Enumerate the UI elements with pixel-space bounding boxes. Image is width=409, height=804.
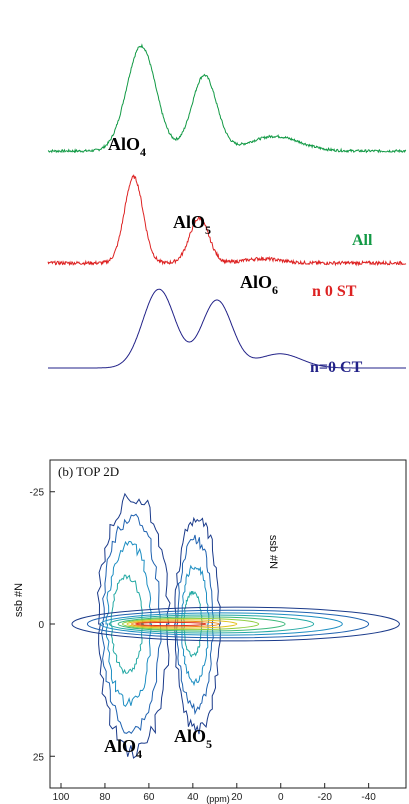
x-tick-label: -20 — [317, 792, 332, 803]
x-tick-label: -40 — [361, 792, 376, 803]
contour-ring-7 — [130, 620, 220, 628]
alo4-label-bottom: AlO4 — [104, 736, 142, 761]
contour-lobe-1 — [101, 513, 162, 735]
y-tick-label: 25 — [33, 752, 45, 763]
x-tick-label: 80 — [99, 792, 111, 803]
contour-ring-3 — [108, 614, 315, 634]
alo6-label-top: AlO6 — [240, 272, 278, 297]
trace-1 — [47, 174, 407, 267]
x-axis-label: (ppm) — [206, 794, 230, 804]
x-tick-label: 40 — [187, 792, 199, 803]
x-tick-label: 0 — [278, 792, 284, 803]
alo5-label-bottom: AlO5 — [174, 726, 212, 751]
x-tick-label: 20 — [231, 792, 243, 803]
trace-0 — [47, 43, 407, 154]
contour-ring-0 — [71, 606, 400, 642]
alo4-label-top: AlO4 — [108, 134, 146, 159]
contour-ring-8 — [135, 621, 207, 627]
axes: 100 80 60 40 20 0 -20 -40 -25 0 25 — [30, 488, 377, 803]
contour-ring-1 — [86, 609, 370, 639]
inner-ssb-label: ssb #N — [267, 535, 279, 569]
contour-lobe-3 — [110, 574, 144, 675]
y-tick-label: -25 — [30, 488, 45, 499]
trace-label-ct: n=0 CT — [310, 359, 363, 376]
contour-ring-6 — [126, 619, 238, 629]
x-tick-label: 100 — [53, 792, 70, 803]
contour-plot — [71, 492, 400, 759]
x-tick-label: 60 — [143, 792, 155, 803]
contour-lobe-5 — [176, 534, 214, 716]
trace-label-st: n 0 ST — [312, 283, 357, 300]
y-tick-label: 0 — [38, 620, 44, 631]
spectra-panel — [47, 43, 407, 369]
contour-ring-4 — [117, 616, 286, 632]
contour-lobe-4 — [174, 516, 221, 735]
contour-ring-2 — [99, 612, 343, 636]
y-axis-label: ssb #N — [13, 583, 25, 617]
contour-lobe-7 — [183, 590, 203, 658]
contour-lobe-2 — [105, 540, 153, 708]
trace-2 — [48, 288, 406, 369]
panel-title: (b) TOP 2D — [58, 464, 119, 479]
alo5-label-top: AlO5 — [173, 212, 211, 237]
contour-ring-5 — [122, 617, 260, 631]
contour-lobe-6 — [180, 564, 210, 687]
trace-label-all: All — [352, 232, 373, 249]
